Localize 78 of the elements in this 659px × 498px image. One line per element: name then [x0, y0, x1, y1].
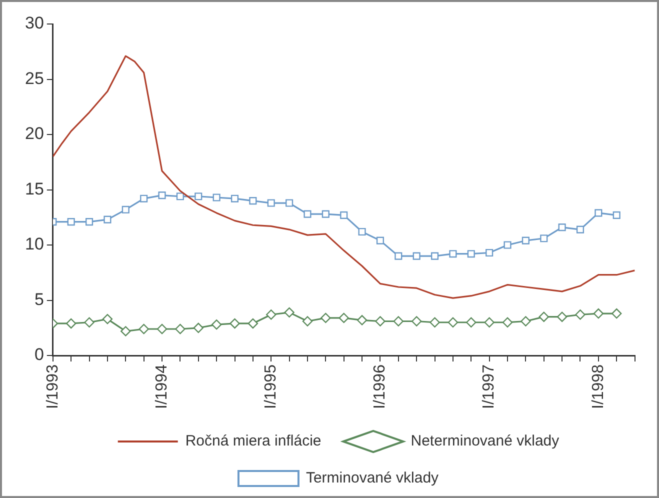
point: [540, 234, 548, 242]
point: [556, 312, 568, 322]
point: [520, 316, 531, 326]
point: [558, 224, 566, 232]
point: [504, 241, 512, 249]
point: [430, 317, 440, 328]
point: [140, 194, 148, 202]
point: [375, 316, 386, 326]
y-tick-label: 10: [24, 234, 44, 254]
y-tick-label: 5: [34, 290, 44, 309]
point: [284, 307, 294, 318]
point: [85, 218, 94, 226]
point: [338, 312, 349, 324]
point: [612, 211, 620, 219]
point: [266, 310, 276, 320]
point: [67, 218, 75, 226]
y-tick-label: 25: [24, 68, 44, 88]
point: [212, 194, 220, 202]
x-tick-label: I/1997: [480, 364, 498, 409]
point: [230, 194, 239, 202]
point: [538, 312, 549, 322]
y-tick-label: 0: [34, 345, 44, 364]
point: [340, 211, 348, 219]
point: [84, 317, 94, 328]
point: [320, 312, 331, 324]
legend-label: Ročná miera inflácie: [185, 432, 322, 450]
point: [304, 210, 312, 218]
x-tick-label: I/1995: [262, 364, 280, 409]
point: [449, 250, 457, 258]
point: [122, 206, 130, 214]
legend-label: Terminované vklady: [306, 470, 440, 487]
point: [576, 226, 584, 234]
point: [484, 317, 494, 328]
point: [156, 324, 168, 334]
x-tick-label: I/1993: [44, 364, 62, 409]
point: [286, 199, 294, 207]
point: [302, 316, 313, 326]
point: [104, 216, 112, 224]
point: [211, 319, 222, 330]
point: [393, 316, 404, 326]
point: [467, 250, 475, 258]
point: [411, 316, 422, 326]
x-tick-label: I/1996: [372, 364, 389, 409]
point: [394, 252, 402, 260]
point: [412, 252, 420, 260]
y-tick-label: 15: [24, 179, 44, 198]
point: [66, 318, 76, 329]
point: [120, 326, 131, 336]
point: [594, 209, 602, 217]
y-tick-label: 30: [24, 14, 44, 33]
point: [356, 315, 368, 326]
point: [522, 236, 530, 244]
point: [575, 310, 586, 320]
point: [486, 248, 494, 257]
point: [158, 192, 166, 200]
y-tick-label: 20: [24, 124, 44, 144]
point: [612, 308, 622, 319]
point: [176, 192, 184, 200]
point: [358, 228, 366, 236]
point: [193, 322, 204, 333]
point: [230, 318, 240, 329]
point: [448, 317, 458, 328]
point: [249, 197, 257, 205]
point: [376, 236, 384, 244]
point: [248, 318, 258, 329]
point: [466, 317, 476, 328]
point: [194, 192, 202, 200]
legend-label: Neterminované vklady: [410, 432, 560, 450]
point: [430, 252, 439, 260]
point: [502, 317, 513, 328]
point: [267, 199, 275, 207]
point: [175, 324, 186, 334]
point: [102, 314, 113, 324]
x-tick-label: I/1994: [153, 364, 170, 409]
point: [138, 324, 149, 334]
x-tick-label: I/1998: [590, 364, 607, 409]
point: [322, 210, 330, 218]
point: [593, 308, 604, 319]
